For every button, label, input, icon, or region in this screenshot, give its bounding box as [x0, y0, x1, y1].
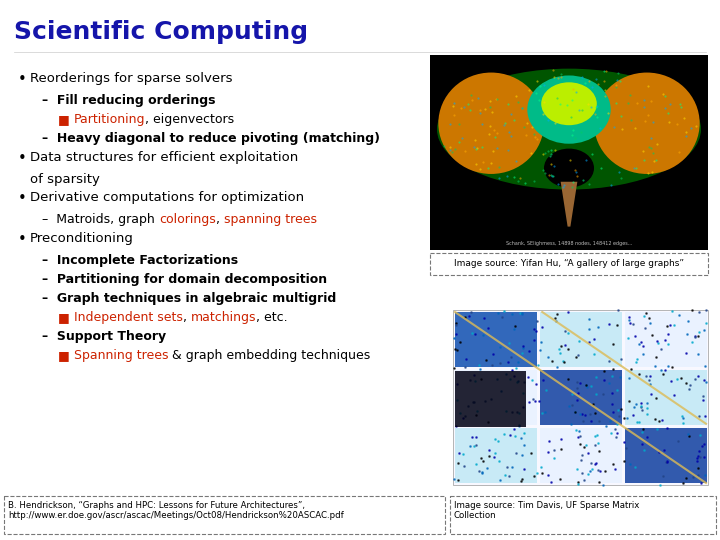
Ellipse shape [594, 72, 700, 174]
Text: •: • [18, 151, 27, 166]
Bar [455, 428, 537, 483]
Text: ,: , [215, 213, 223, 226]
Text: •: • [18, 72, 27, 87]
Text: Image source: Yifan Hu, “A gallery of large graphs”: Image source: Yifan Hu, “A gallery of la… [454, 260, 684, 268]
Bar [453, 310, 708, 485]
Text: –  Partitioning for domain decomposition: – Partitioning for domain decomposition [42, 273, 327, 286]
Text: B. Hendrickson, “Graphs and HPC: Lessons for Future Architectures”,
http://www.e: B. Hendrickson, “Graphs and HPC: Lessons… [8, 501, 343, 521]
Ellipse shape [437, 69, 701, 190]
Text: ,: , [183, 311, 191, 324]
Ellipse shape [438, 72, 544, 174]
Text: –  Support Theory: – Support Theory [42, 330, 166, 343]
Bar [455, 370, 537, 425]
Polygon shape [561, 182, 577, 227]
Bar [430, 253, 708, 275]
Text: •: • [18, 191, 27, 206]
Text: –  Fill reducing orderings: – Fill reducing orderings [42, 94, 215, 107]
Text: Spanning trees: Spanning trees [73, 349, 168, 362]
Text: Derivative computations for optimization: Derivative computations for optimization [30, 191, 304, 204]
Text: matchings: matchings [191, 311, 256, 324]
Bar [625, 428, 707, 483]
Bar [625, 370, 707, 425]
Text: Partitioning: Partitioning [73, 113, 145, 126]
Text: Schank, SElighmess, 14898 nodes, 148412 edges...: Schank, SElighmess, 14898 nodes, 148412 … [506, 241, 632, 246]
Bar [450, 496, 716, 534]
Text: ■: ■ [58, 349, 73, 362]
Text: , etc.: , etc. [256, 311, 288, 324]
Text: –  Matroids, graph: – Matroids, graph [42, 213, 158, 226]
Text: spanning trees: spanning trees [223, 213, 317, 226]
Text: –  Heavy diagonal to reduce pivoting (matching): – Heavy diagonal to reduce pivoting (mat… [42, 132, 380, 145]
Bar [4, 496, 445, 534]
Ellipse shape [527, 76, 611, 144]
Text: Scientific Computing: Scientific Computing [14, 20, 308, 44]
Text: ■: ■ [58, 113, 73, 126]
Ellipse shape [541, 82, 597, 125]
Bar [430, 55, 708, 250]
Text: ■: ■ [58, 311, 73, 324]
Text: of sparsity: of sparsity [30, 173, 100, 186]
Ellipse shape [544, 148, 594, 187]
Bar [540, 370, 622, 425]
Bar [540, 312, 622, 367]
Bar [625, 312, 707, 367]
Text: & graph embedding techniques: & graph embedding techniques [168, 349, 371, 362]
Text: Preconditioning: Preconditioning [30, 232, 134, 245]
Text: , eigenvectors: , eigenvectors [145, 113, 235, 126]
Text: –  Incomplete Factorizations: – Incomplete Factorizations [42, 254, 238, 267]
Text: Reorderings for sparse solvers: Reorderings for sparse solvers [30, 72, 233, 85]
Text: colorings: colorings [158, 213, 215, 226]
Text: •: • [18, 232, 27, 247]
Text: Data structures for efficient exploitation: Data structures for efficient exploitati… [30, 151, 298, 164]
Text: Image source: Tim Davis, UF Sparse Matrix
Collection: Image source: Tim Davis, UF Sparse Matri… [454, 501, 639, 521]
Bar [540, 428, 622, 483]
Text: Independent sets: Independent sets [73, 311, 183, 324]
Text: –  Graph techniques in algebraic multigrid: – Graph techniques in algebraic multigri… [42, 292, 336, 305]
Bar [455, 312, 537, 367]
Bar [455, 372, 526, 427]
